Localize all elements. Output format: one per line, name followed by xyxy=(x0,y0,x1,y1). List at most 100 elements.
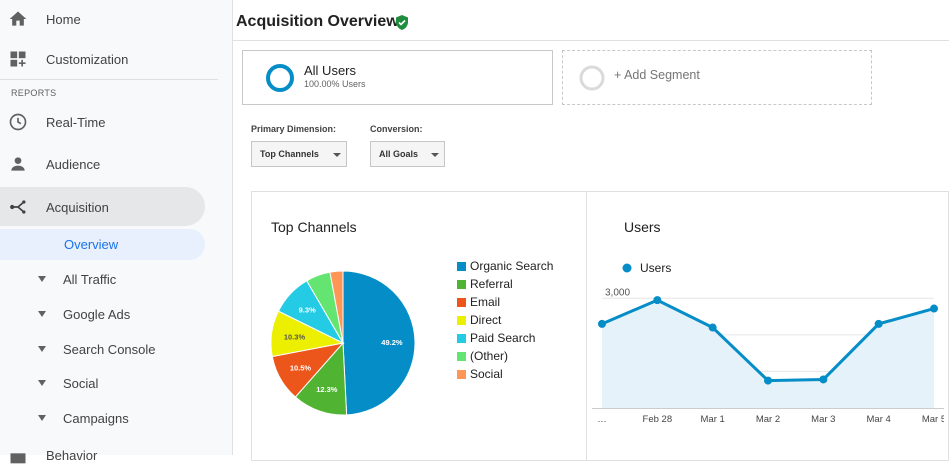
primary-dimension-label: Primary Dimension: xyxy=(251,124,337,134)
reports-header: REPORTS xyxy=(11,88,57,98)
legend-label: Referral xyxy=(470,277,513,291)
nav-acquisition-label: Acquisition xyxy=(46,199,109,215)
top-channels-title: Top Channels xyxy=(271,219,357,235)
x-tick-label: Mar 1 xyxy=(701,414,725,425)
legend-label: Organic Search xyxy=(470,259,554,273)
legend-item[interactable]: Social xyxy=(457,367,503,381)
legend-label: Email xyxy=(470,295,501,309)
nav-all-traffic-label: All Traffic xyxy=(63,272,117,287)
person-icon xyxy=(8,154,28,174)
expand-caret-icon xyxy=(38,276,46,282)
nav-google-ads[interactable]: Google Ads xyxy=(0,301,218,331)
conversion-value: All Goals xyxy=(379,149,419,159)
pie-slice-label: 9.3% xyxy=(299,306,316,315)
expand-caret-icon xyxy=(38,380,46,386)
nav-overview-label: Overview xyxy=(64,237,119,252)
sidebar-divider xyxy=(0,79,218,80)
users-data-point[interactable] xyxy=(708,323,717,332)
home-icon xyxy=(8,9,28,29)
legend-swatch xyxy=(457,297,466,307)
conversion-dropdown[interactable]: All Goals xyxy=(370,141,445,167)
nav-customization[interactable]: Customization xyxy=(0,40,218,78)
empty-segment-ring-icon xyxy=(579,65,605,91)
legend-item[interactable]: (Other) xyxy=(457,349,508,363)
pie-slice-label: 10.3% xyxy=(284,332,306,341)
users-area-fill xyxy=(602,300,934,408)
legend-label: Social xyxy=(470,367,503,381)
pie-slice-label: 12.3% xyxy=(316,385,338,394)
nav-realtime[interactable]: Real-Time xyxy=(0,103,218,141)
behavior-icon xyxy=(8,445,28,465)
nav-search-console[interactable]: Search Console xyxy=(0,336,218,366)
legend-swatch xyxy=(457,315,466,325)
check-shield-icon xyxy=(395,15,409,35)
add-segment-label: + Add Segment xyxy=(614,68,700,82)
clock-icon xyxy=(8,112,28,132)
segment-subtitle: 100.00% Users xyxy=(304,79,366,89)
y-tick-label: 3,000 xyxy=(605,287,630,298)
nav-social[interactable]: Social xyxy=(0,370,218,400)
legend-label: Paid Search xyxy=(470,331,536,345)
x-tick-label: … xyxy=(597,414,607,425)
nav-campaigns[interactable]: Campaigns xyxy=(0,405,218,435)
legend-swatch xyxy=(457,261,466,271)
expand-caret-icon xyxy=(38,311,46,317)
top-channels-pie-chart: 49.2% 12.3% 10.5% 10.3% 9.3% xyxy=(270,270,416,416)
users-data-point[interactable] xyxy=(598,319,606,328)
page-title: Acquisition Overview xyxy=(236,13,399,30)
nav-customization-label: Customization xyxy=(46,51,129,67)
legend-item[interactable]: Direct xyxy=(457,313,501,327)
users-data-point[interactable] xyxy=(819,375,828,384)
users-title: Users xyxy=(624,219,661,235)
nav-social-label: Social xyxy=(63,376,99,391)
users-data-point[interactable] xyxy=(874,319,883,328)
nav-realtime-label: Real-Time xyxy=(46,114,106,130)
legend-swatch xyxy=(457,351,466,361)
expand-caret-icon xyxy=(38,346,46,352)
legend-label: Direct xyxy=(470,313,502,327)
x-tick-label: Mar 4 xyxy=(867,414,891,425)
legend-item[interactable]: Referral xyxy=(457,277,513,291)
nav-overview[interactable] xyxy=(0,229,205,260)
legend-swatch xyxy=(457,333,466,343)
add-segment-button[interactable]: + Add Segment xyxy=(562,50,872,105)
x-tick-label: Mar 5 xyxy=(922,414,944,425)
legend-item[interactable]: Email xyxy=(457,295,500,309)
nav-audience[interactable]: Audience xyxy=(0,145,218,183)
nav-behavior-label: Behavior xyxy=(46,447,98,463)
legend-label: (Other) xyxy=(470,349,509,363)
expand-caret-icon xyxy=(38,415,46,421)
users-data-point[interactable] xyxy=(653,296,662,305)
pie-slice-label: 49.2% xyxy=(381,338,403,347)
users-legend-dot xyxy=(622,263,632,273)
nav-acquisition[interactable]: Acquisition xyxy=(0,188,218,226)
nav-audience-label: Audience xyxy=(46,156,101,172)
dropdown-arrow-icon xyxy=(431,153,439,157)
primary-dimension-dropdown[interactable]: Top Channels xyxy=(251,141,347,167)
legend-item[interactable]: Organic Search xyxy=(457,259,553,273)
nav-all-traffic[interactable]: All Traffic xyxy=(0,266,218,296)
dashboard-add-icon xyxy=(8,49,28,69)
nav-home-label: Home xyxy=(46,11,81,27)
primary-dimension-value: Top Channels xyxy=(260,149,319,159)
pie-slice-social[interactable] xyxy=(329,270,344,344)
legend-swatch xyxy=(457,279,466,289)
nav-behavior[interactable]: Behavior xyxy=(0,436,218,474)
dropdown-arrow-icon xyxy=(333,153,341,157)
pie-slice-organic-search[interactable] xyxy=(342,270,416,416)
sidebar: Home Customization REPORTS Real-Time Aud… xyxy=(0,0,233,464)
legend-item[interactable]: Paid Search xyxy=(457,331,535,345)
nav-campaigns-label: Campaigns xyxy=(63,411,129,426)
legend-swatch xyxy=(457,369,466,379)
segment-all-users[interactable]: All Users 100.00% Users xyxy=(242,50,553,105)
users-data-point[interactable] xyxy=(764,376,772,385)
users-data-point[interactable] xyxy=(930,304,938,313)
acquisition-icon xyxy=(8,197,28,217)
pie-slice-label: 10.5% xyxy=(290,363,312,372)
nav-home[interactable]: Home xyxy=(0,0,218,38)
nav-acquisition-highlight xyxy=(0,187,205,226)
x-tick-label: Feb 28 xyxy=(643,414,673,425)
header-divider xyxy=(232,40,949,41)
x-tick-label: Mar 2 xyxy=(756,414,780,425)
